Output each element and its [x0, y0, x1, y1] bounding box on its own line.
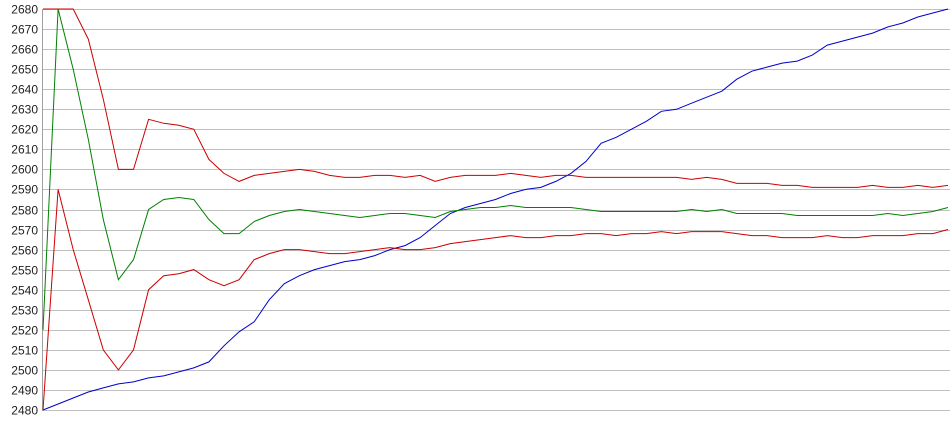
y-tick-label: 2640 [11, 83, 38, 97]
y-tick-label: 2530 [11, 304, 38, 318]
y-tick-label: 2570 [11, 224, 38, 238]
y-tick-label: 2560 [11, 244, 38, 258]
y-tick-label: 2550 [11, 264, 38, 278]
y-tick-label: 2670 [11, 23, 38, 37]
y-tick-label: 2620 [11, 123, 38, 137]
y-axis-ticks: 2480 2490 2500 2510 2520 2530 2540 2550 2560 2570… [11, 3, 38, 418]
y-tick-label: 2590 [11, 183, 38, 197]
y-tick-label: 2540 [11, 284, 38, 298]
y-tick-label: 2650 [11, 63, 38, 77]
y-tick-label: 2680 [11, 3, 38, 17]
y-tick-label: 2480 [11, 404, 38, 418]
y-tick-label: 2660 [11, 43, 38, 57]
gridlines [43, 9, 950, 411]
y-tick-label: 2490 [11, 384, 38, 398]
series-line-1 [43, 9, 948, 187]
y-tick-label: 2510 [11, 344, 38, 358]
y-tick-label: 2610 [11, 143, 38, 157]
y-tick-label: 2500 [11, 364, 38, 378]
series-line-3 [43, 189, 948, 410]
y-tick-label: 2580 [11, 204, 38, 218]
y-tick-label: 2630 [11, 103, 38, 117]
y-tick-label: 2600 [11, 163, 38, 177]
y-tick-label: 2520 [11, 324, 38, 338]
